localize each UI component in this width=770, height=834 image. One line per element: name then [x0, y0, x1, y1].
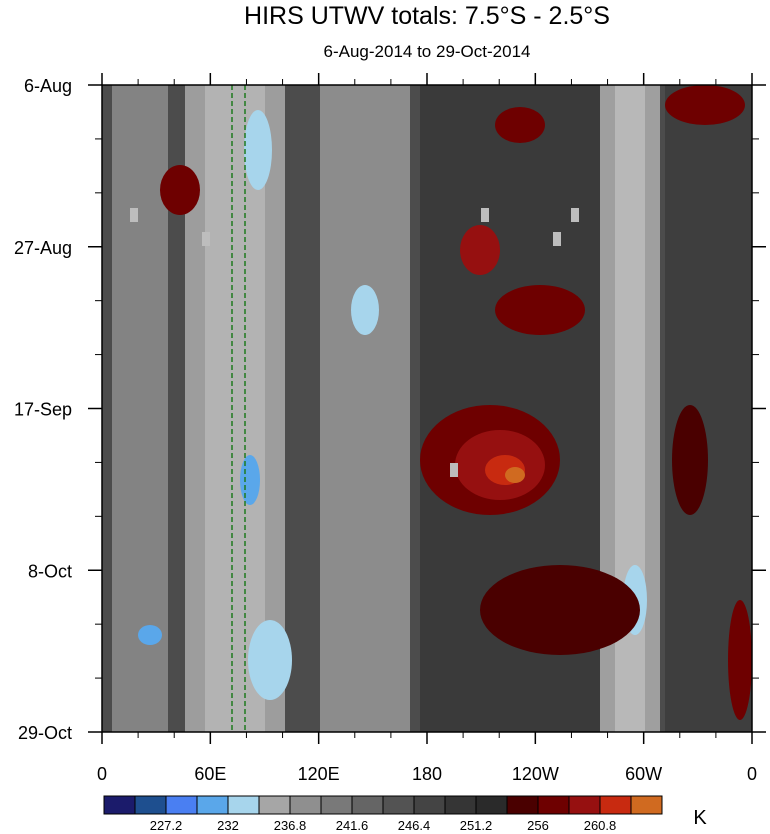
- blob-red-11: [480, 565, 640, 655]
- x-tick-label: 120E: [298, 764, 340, 784]
- missing-cell-4: [571, 208, 579, 222]
- x-tick-label: 120W: [512, 764, 559, 784]
- blob-red-6: [460, 225, 500, 275]
- colorbar-swatch: [630, 795, 663, 815]
- y-tick-label: 27-Aug: [14, 238, 72, 258]
- x-tick-label: 0: [747, 764, 757, 784]
- missing-cell-5: [553, 232, 561, 246]
- colorbar-swatch: [351, 795, 384, 815]
- blob-red-4: [505, 467, 525, 483]
- x-tick-label: 180: [412, 764, 442, 784]
- blob-blue-6: [138, 625, 162, 645]
- colorbar-label: 260.8: [584, 818, 617, 833]
- missing-cell-3: [481, 208, 489, 222]
- colorbar: 227.2 232 236.8 241.6 246.4 251.2 256 260.8: [103, 795, 663, 833]
- colorbar-swatch: [599, 795, 632, 815]
- heatmap-field: [102, 85, 752, 732]
- colorbar-swatch: [413, 795, 446, 815]
- colorbar-label: 227.2: [150, 818, 183, 833]
- colorbar-swatch: [537, 795, 570, 815]
- blob-red-12: [728, 600, 752, 720]
- colorbar-label: 256: [527, 818, 549, 833]
- plot-area: [101, 84, 753, 733]
- colorbar-swatch: [134, 795, 167, 815]
- y-tick-label: 8-Oct: [28, 561, 72, 581]
- colorbar-swatch: [165, 795, 198, 815]
- blob-blue-2: [240, 455, 260, 505]
- band-light-west: [112, 85, 168, 732]
- colorbar-swatch: [103, 795, 136, 815]
- band-lighter-indian: [205, 85, 265, 732]
- colorbar-units: K: [693, 807, 707, 829]
- colorbar-swatch: [289, 795, 322, 815]
- colorbar-swatch: [568, 795, 601, 815]
- colorbar-swatch: [506, 795, 539, 815]
- colorbar-swatch: [444, 795, 477, 815]
- colorbar-swatch: [382, 795, 415, 815]
- colorbar-swatch: [196, 795, 229, 815]
- x-tick-label: 60E: [194, 764, 226, 784]
- colorbar-label: 236.8: [274, 818, 307, 833]
- colorbar-swatch: [258, 795, 291, 815]
- blob-blue-3: [248, 620, 292, 700]
- missing-cell-6: [450, 463, 458, 477]
- colorbar-swatch: [320, 795, 353, 815]
- chart-subtitle: 6-Aug-2014 to 29-Oct-2014: [324, 42, 531, 61]
- band-light-pacific: [320, 85, 410, 732]
- blob-red-9: [665, 85, 745, 125]
- missing-cell-1: [130, 208, 138, 222]
- x-tick-label: 0: [97, 764, 107, 784]
- x-axis: 0 60E 120E 180 120W 60W 0: [97, 73, 757, 784]
- colorbar-label: 251.2: [460, 818, 493, 833]
- blob-red-8: [160, 165, 200, 215]
- blob-red-5: [495, 285, 585, 335]
- colorbar-label: 246.4: [398, 818, 431, 833]
- colorbar-label: 241.6: [336, 818, 369, 833]
- blob-blue-1: [244, 110, 272, 190]
- blob-blue-4: [351, 285, 379, 335]
- y-axis: 6-Aug 27-Aug 17-Sep 8-Oct 29-Oct: [14, 76, 766, 743]
- blob-red-7: [495, 107, 545, 143]
- colorbar-swatch: [475, 795, 508, 815]
- blob-red-10: [672, 405, 708, 515]
- missing-cell-2: [202, 232, 210, 246]
- colorbar-label: 232: [217, 818, 239, 833]
- y-tick-label: 29-Oct: [18, 723, 72, 743]
- chart-title: HIRS UTWV totals: 7.5°S - 2.5°S: [244, 2, 610, 30]
- y-tick-label: 6-Aug: [24, 76, 72, 96]
- colorbar-swatch: [227, 795, 260, 815]
- x-tick-label: 60W: [625, 764, 662, 784]
- y-tick-label: 17-Sep: [14, 400, 72, 420]
